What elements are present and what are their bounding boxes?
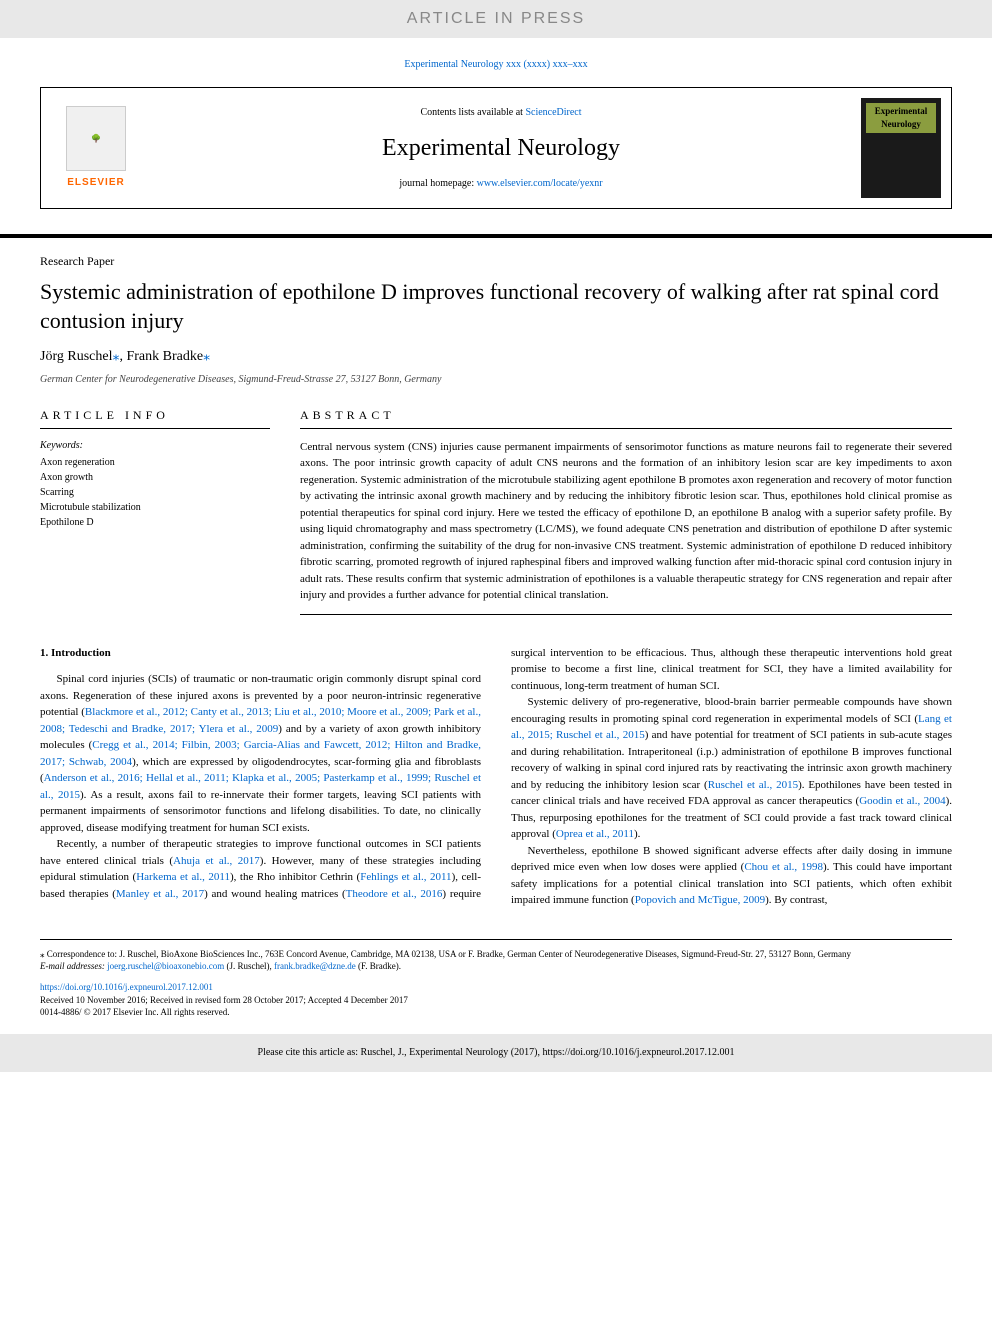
text: ). By contrast, (765, 894, 827, 906)
email-link-1[interactable]: joerg.ruschel@bioaxonebio.com (107, 961, 224, 971)
paragraph-3: Systemic delivery of pro-regenerative, b… (511, 694, 952, 843)
article-info-column: ARTICLE INFO Keywords: Axon regeneration… (40, 407, 270, 615)
ref-link[interactable]: Goodin et al., 2004 (859, 795, 945, 807)
text: ), the Rho inhibitor Cethrin ( (230, 871, 360, 883)
elsevier-logo: 🌳 ELSEVIER (51, 98, 141, 198)
email-name-1: (J. Ruschel), (224, 961, 274, 971)
divider-bar (0, 234, 992, 238)
ref-link[interactable]: Ahuja et al., 2017 (173, 855, 260, 867)
journal-name: Experimental Neurology (141, 132, 861, 166)
paragraph-1: Spinal cord injuries (SCIs) of traumatic… (40, 671, 481, 836)
keyword: Scarring (40, 485, 270, 500)
text: ) and wound healing matrices ( (204, 888, 346, 900)
author-2: Frank Bradke (126, 349, 203, 364)
text: ). (634, 828, 640, 840)
homepage-link[interactable]: www.elsevier.com/locate/yexnr (477, 178, 603, 189)
abstract-column: ABSTRACT Central nervous system (CNS) in… (300, 407, 952, 615)
keywords-list: Axon regeneration Axon growth Scarring M… (40, 455, 270, 530)
affiliation: German Center for Neurodegenerative Dise… (40, 373, 952, 387)
text: ). As a result, axons fail to re-innerva… (40, 789, 481, 834)
corr-marker-2[interactable]: ⁎ (203, 349, 210, 364)
contents-text: Contents lists available at ScienceDirec… (141, 106, 861, 120)
sciencedirect-link[interactable]: ScienceDirect (525, 107, 581, 118)
cite-box: Please cite this article as: Ruschel, J.… (0, 1034, 992, 1072)
keyword: Epothilone D (40, 515, 270, 530)
journal-cover-image: Experimental Neurology (861, 98, 941, 198)
authors: Jörg Ruschel⁎, Frank Bradke⁎ (40, 347, 952, 367)
keyword: Axon regeneration (40, 455, 270, 470)
keyword: Microtubule stabilization (40, 500, 270, 515)
ref-link[interactable]: Oprea et al., 2011 (556, 828, 634, 840)
homepage-text: journal homepage: www.elsevier.com/locat… (141, 177, 861, 191)
article-title: Systemic administration of epothilone D … (40, 278, 952, 335)
ref-link[interactable]: Fehlings et al., 2011 (360, 871, 451, 883)
correspondence-text: ⁎ Correspondence to: J. Ruschel, BioAxon… (40, 948, 952, 961)
journal-header-box: 🌳 ELSEVIER Contents lists available at S… (40, 87, 952, 209)
article-in-press-banner: ARTICLE IN PRESS (0, 0, 992, 38)
elsevier-label: ELSEVIER (67, 176, 124, 190)
body-content: 1. Introduction Spinal cord injuries (SC… (40, 645, 952, 909)
ref-link[interactable]: Chou et al., 1998 (744, 861, 823, 873)
ref-link[interactable]: Harkema et al., 2011 (136, 871, 230, 883)
keyword: Axon growth (40, 470, 270, 485)
contents-prefix: Contents lists available at (420, 107, 525, 118)
doi-link[interactable]: https://doi.org/10.1016/j.expneurol.2017… (40, 982, 213, 992)
info-abstract-row: ARTICLE INFO Keywords: Axon regeneration… (40, 407, 952, 615)
received-dates: Received 10 November 2016; Received in r… (40, 994, 952, 1007)
cover-title: Experimental Neurology (866, 103, 936, 132)
abstract-header: ABSTRACT (300, 407, 952, 429)
ref-link[interactable]: Manley et al., 2017 (116, 888, 204, 900)
article-info-header: ARTICLE INFO (40, 407, 270, 429)
ref-link[interactable]: Popovich and McTigue, 2009 (635, 894, 765, 906)
paragraph-4: Nevertheless, epothilone B showed signif… (511, 843, 952, 909)
ref-link[interactable]: Theodore et al., 2016 (346, 888, 443, 900)
author-1: Jörg Ruschel (40, 349, 112, 364)
paper-type: Research Paper (40, 253, 952, 270)
elsevier-tree-icon: 🌳 (66, 106, 126, 171)
email-link-2[interactable]: frank.bradke@dzne.de (274, 961, 356, 971)
keywords-label: Keywords: (40, 439, 270, 453)
abstract-bottom-line (300, 614, 952, 615)
email-label: E-mail addresses: (40, 961, 107, 971)
email-line: E-mail addresses: joerg.ruschel@bioaxone… (40, 960, 952, 973)
footer-section: ⁎ Correspondence to: J. Ruschel, BioAxon… (40, 939, 952, 1019)
ref-link[interactable]: Ruschel et al., 2015 (708, 779, 798, 791)
abstract-text: Central nervous system (CNS) injuries ca… (300, 439, 952, 604)
email-name-2: (F. Bradke). (356, 961, 401, 971)
corr-marker-1[interactable]: ⁎ (112, 349, 119, 364)
homepage-prefix: journal homepage: (399, 178, 476, 189)
intro-header: 1. Introduction (40, 645, 481, 662)
journal-reference: Experimental Neurology xxx (xxxx) xxx–xx… (40, 58, 952, 72)
text: Systemic delivery of pro-regenerative, b… (511, 696, 952, 725)
header-center: Contents lists available at ScienceDirec… (141, 106, 861, 192)
copyright: 0014-4886/ © 2017 Elsevier Inc. All righ… (40, 1006, 952, 1019)
